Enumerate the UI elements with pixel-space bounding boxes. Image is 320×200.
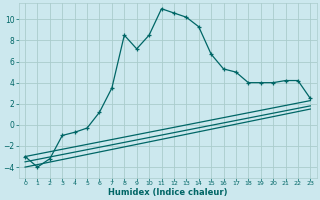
X-axis label: Humidex (Indice chaleur): Humidex (Indice chaleur) bbox=[108, 188, 228, 197]
